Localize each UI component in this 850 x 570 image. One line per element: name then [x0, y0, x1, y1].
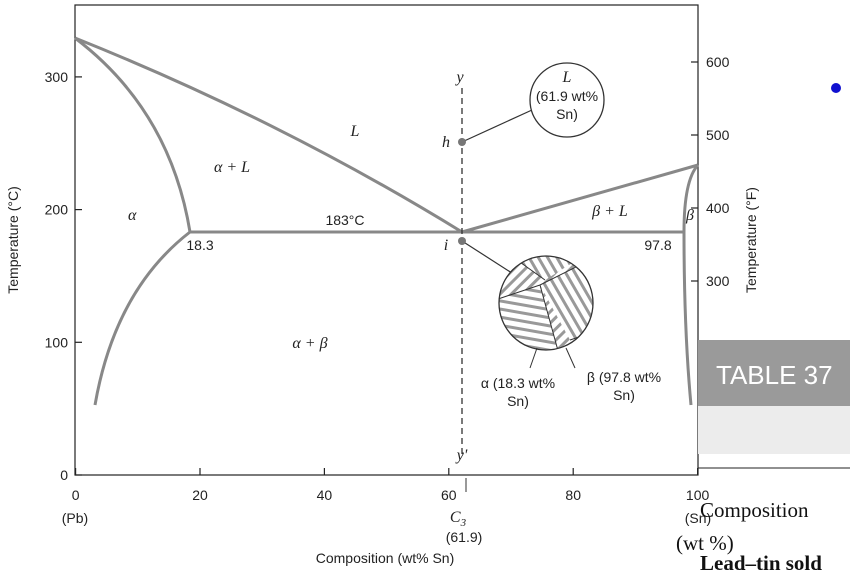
table-shade	[698, 406, 850, 454]
phase-diagram: Temperature (°C) Temperature (°F) Compos…	[0, 0, 850, 570]
phase-text: Sn)	[613, 387, 635, 403]
y2-tick-label: 400	[706, 200, 730, 216]
point-label: i	[444, 237, 448, 254]
leader	[462, 241, 515, 275]
point	[458, 237, 466, 245]
x-tick-label: 80	[565, 487, 581, 503]
leader	[462, 110, 532, 142]
region-label: α	[128, 207, 137, 224]
table-row: Lead–tin sold	[700, 551, 822, 570]
y2-tick-label: 600	[706, 54, 730, 70]
region-label: α + β	[292, 335, 327, 352]
arrow	[530, 348, 537, 368]
y-tick-label: 200	[45, 202, 69, 218]
microstructure	[495, 253, 600, 358]
y-tick-label: 300	[45, 69, 69, 85]
region-label: β + L	[591, 203, 628, 220]
solidus-left	[75, 38, 190, 232]
x-tick-label: 60	[441, 487, 457, 503]
x-tick-label: 40	[317, 487, 333, 503]
phase-text: Sn)	[507, 393, 529, 409]
point-label: h	[442, 134, 450, 151]
bubble-text: L	[562, 69, 572, 86]
limit-label: 18.3	[186, 237, 213, 253]
composition-value: (61.9)	[446, 529, 483, 545]
line-label: y	[454, 69, 464, 86]
bullet	[831, 83, 841, 93]
liquidus-left	[75, 38, 462, 232]
table-title: TABLE 37	[716, 360, 833, 390]
end-label: (Pb)	[62, 510, 88, 526]
c-symbol: C	[450, 509, 461, 526]
plot-frame	[75, 5, 698, 475]
y2-tick-label: 300	[706, 273, 730, 289]
x-tick-label: 20	[192, 487, 208, 503]
line-label: y'	[455, 447, 468, 464]
region-label: L	[350, 123, 360, 140]
point	[458, 138, 466, 146]
phase-text: α (18.3 wt%	[481, 375, 555, 391]
c-subscript: 3	[460, 517, 467, 529]
bubble-text: Sn)	[556, 106, 578, 122]
x-axis-label: Composition (wt% Sn)	[316, 550, 455, 566]
table-header: Composition	[700, 498, 809, 522]
y2-tick-label: 500	[706, 127, 730, 143]
solvus-left	[95, 232, 190, 405]
arrow	[566, 348, 575, 368]
solvus-right	[684, 165, 698, 405]
y2-axis-label: Temperature (°F)	[743, 187, 759, 293]
liquidus-right	[462, 165, 698, 232]
limit-label: 97.8	[644, 237, 671, 253]
phase-text: β (97.8 wt%	[587, 369, 661, 385]
x-tick-label: 100	[686, 487, 710, 503]
y-tick-label: 100	[45, 334, 69, 350]
eutectic-label: 183°C	[325, 212, 364, 228]
y-tick-label: 0	[60, 467, 68, 483]
y-axis-label: Temperature (°C)	[5, 186, 21, 294]
composition-label: C3	[450, 509, 467, 529]
bubble-text: (61.9 wt%	[536, 88, 598, 104]
region-label: α + L	[214, 159, 250, 176]
x-tick-label: 0	[72, 487, 80, 503]
region-label: β	[685, 207, 694, 224]
